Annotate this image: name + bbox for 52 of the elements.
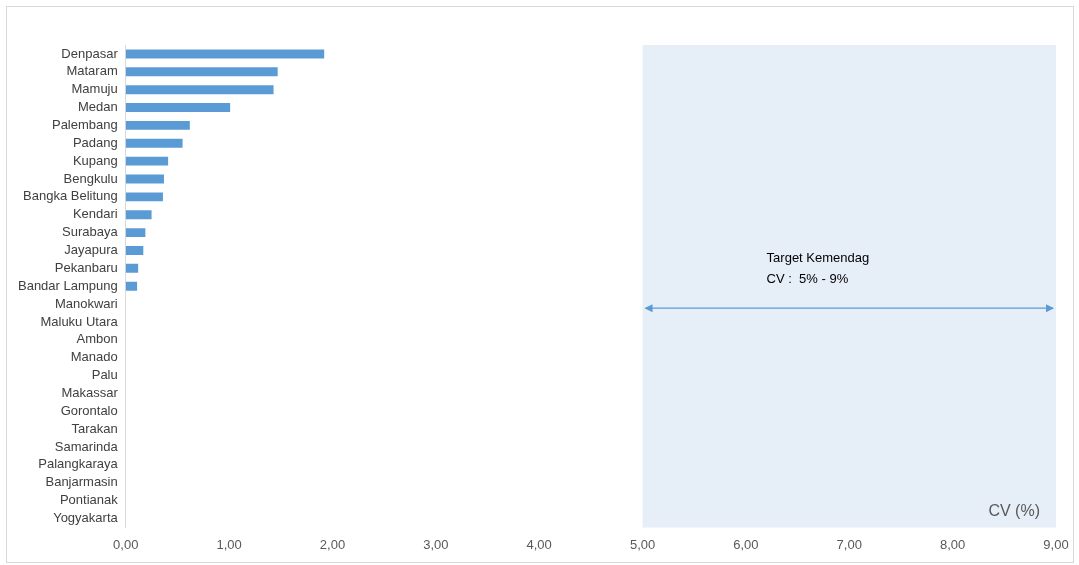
y-tick-label: Palu <box>91 367 118 383</box>
bar <box>125 281 138 291</box>
y-tick-label: Manado <box>70 349 118 365</box>
y-tick-label: Yogyakarta <box>53 510 119 526</box>
y-tick-label: Bangka Belitung <box>23 188 118 204</box>
x-axis-title: CV (%) <box>988 501 1040 519</box>
y-tick-label: Mataram <box>66 63 118 79</box>
y-tick-label: Pekanbaru <box>54 259 118 275</box>
x-tick-label: 8,00 <box>939 536 966 552</box>
y-tick-label: Ambon <box>76 331 118 347</box>
x-tick-label: 4,00 <box>526 536 552 552</box>
x-tick-label: 7,00 <box>836 536 862 552</box>
y-tick-label: Surabaya <box>62 224 119 240</box>
x-tick-label: 3,00 <box>423 536 449 552</box>
y-tick-label: Bandar Lampung <box>17 277 118 293</box>
x-tick-label: 9,00 <box>1043 536 1069 552</box>
x-tick-label: 5,00 <box>629 536 656 552</box>
y-tick-label: Bengkulu <box>63 170 118 186</box>
bar <box>125 85 274 95</box>
y-tick-label: Medan <box>77 99 118 115</box>
y-tick-label: Samarinda <box>54 438 119 454</box>
bar <box>125 210 152 220</box>
y-tick-label: Pontianak <box>59 492 119 508</box>
x-tick-label: 1,00 <box>216 536 242 552</box>
y-tick-label: Denpasar <box>61 45 119 61</box>
y-tick-label: Tarakan <box>71 420 118 436</box>
bar <box>125 103 231 112</box>
x-tick-label: 6,00 <box>733 536 759 552</box>
bar <box>125 263 139 273</box>
x-tick-label: 2,00 <box>319 536 346 552</box>
bar <box>125 67 278 77</box>
y-tick-label: Padang <box>72 134 118 150</box>
y-tick-label: Mamuju <box>71 81 118 97</box>
y-tick-label: Makassar <box>61 384 119 400</box>
y-tick-label: Palangkaraya <box>38 456 119 472</box>
bar <box>125 138 183 148</box>
bar <box>125 120 190 130</box>
y-tick-label: Palembang <box>51 116 118 132</box>
bar <box>125 246 144 255</box>
y-tick-label: Kendari <box>72 206 118 222</box>
bar <box>125 228 146 238</box>
bar <box>125 156 169 166</box>
bar <box>125 49 325 59</box>
bar <box>125 192 163 202</box>
y-tick-label: Gorontalo <box>60 402 118 418</box>
y-tick-label: Jayapura <box>64 242 119 258</box>
y-tick-label: Maluku Utara <box>40 313 119 329</box>
band-label: Target Kemendag CV : 5% - 9% <box>766 249 870 286</box>
y-tick-label: Kupang <box>72 152 118 168</box>
y-tick-label: Manokwari <box>54 295 118 311</box>
y-tick-label: Banjarmasin <box>45 474 118 490</box>
x-tick-label: 0,00 <box>113 536 139 552</box>
